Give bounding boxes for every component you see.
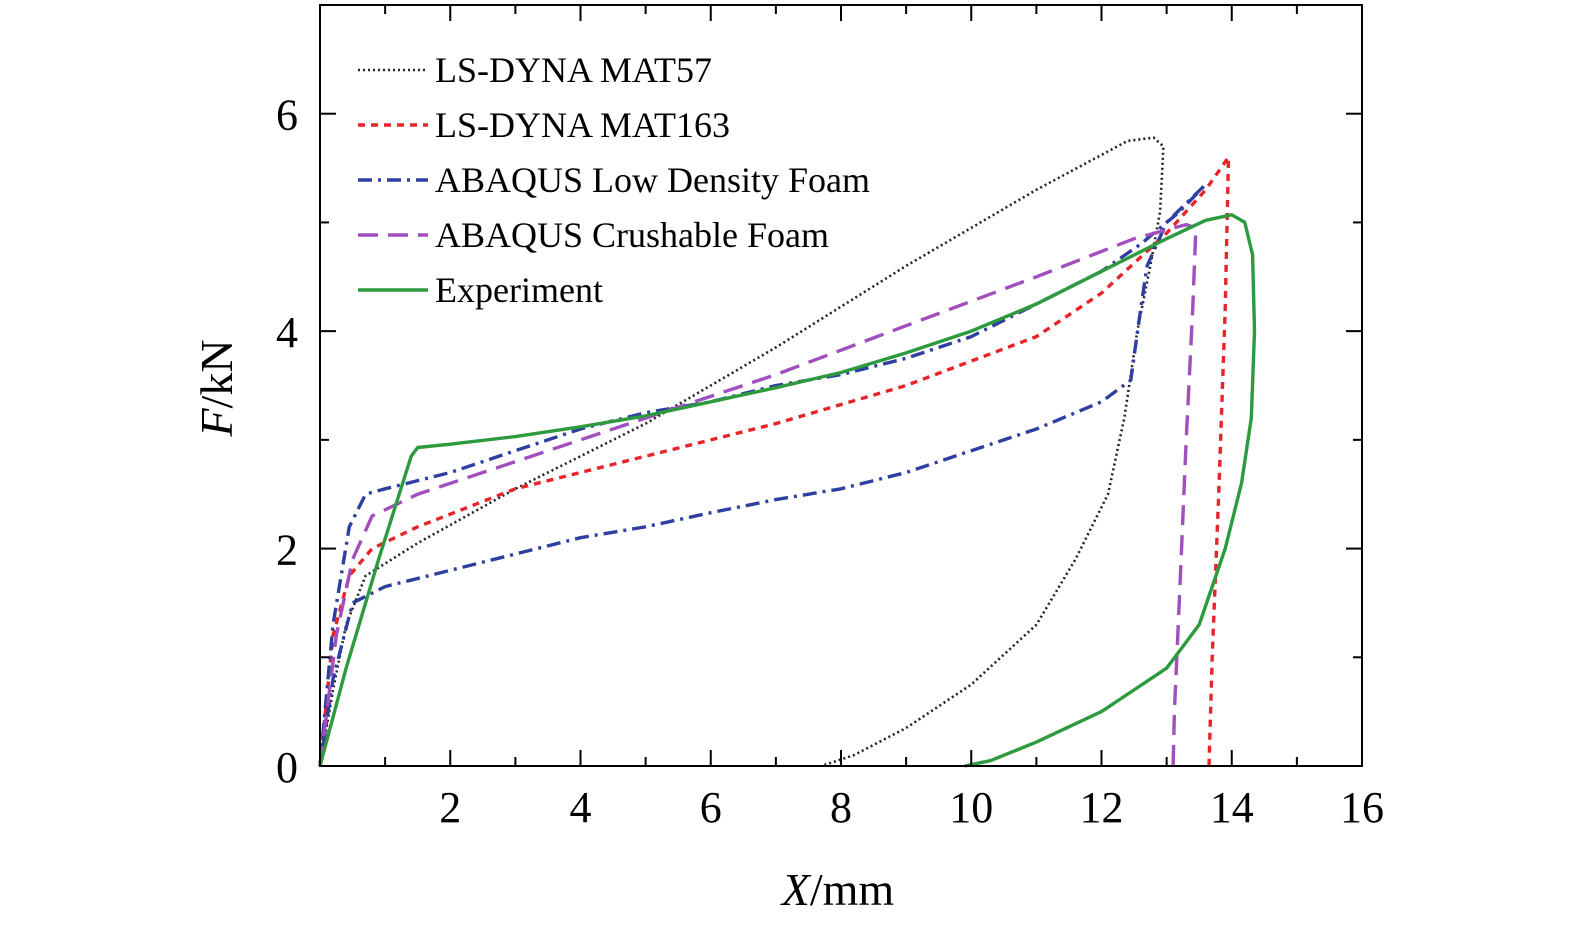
- x-axis-title: X/mm: [780, 864, 895, 915]
- y-tick-label: 2: [276, 526, 298, 575]
- series-line-0: [318, 136, 1165, 768]
- y-tick-label: 4: [276, 308, 298, 357]
- legend-label-2: ABAQUS Low Density Foam: [435, 160, 870, 200]
- legend-label-3: ABAQUS Crushable Foam: [435, 215, 829, 255]
- y-axis-title: F/kN: [191, 339, 242, 437]
- series-line-1: [318, 155, 1231, 767]
- tick-labels-layer: 2 4 6 8 10 12 14 16 0 2 4 6: [276, 91, 1384, 832]
- x-tick-label: 14: [1210, 783, 1254, 832]
- series-line-4: [318, 213, 1257, 768]
- x-tick-label: 4: [570, 783, 592, 832]
- series-line-2: [318, 182, 1208, 767]
- series-line-3: [318, 222, 1198, 767]
- x-tick-label: 12: [1080, 783, 1124, 832]
- x-tick-label: 10: [949, 783, 993, 832]
- ticks-layer: [320, 4, 1363, 767]
- x-tick-label: 6: [700, 783, 722, 832]
- legend: LS-DYNA MAT57 LS-DYNA MAT163 ABAQUS Low …: [358, 50, 870, 310]
- y-tick-label: 6: [276, 91, 298, 140]
- x-axis-var: X: [780, 864, 812, 915]
- series-layer: [318, 136, 1257, 768]
- legend-label-4: Experiment: [435, 270, 603, 310]
- x-tick-label: 8: [830, 783, 852, 832]
- y-tick-label: 0: [276, 743, 298, 792]
- x-tick-label: 2: [439, 783, 461, 832]
- y-axis-var: F: [191, 408, 242, 438]
- x-axis-unit: /mm: [810, 864, 895, 915]
- x-tick-label: 16: [1340, 783, 1384, 832]
- legend-label-0: LS-DYNA MAT57: [435, 50, 712, 90]
- y-axis-unit: /kN: [191, 339, 242, 408]
- legend-label-1: LS-DYNA MAT163: [435, 105, 730, 145]
